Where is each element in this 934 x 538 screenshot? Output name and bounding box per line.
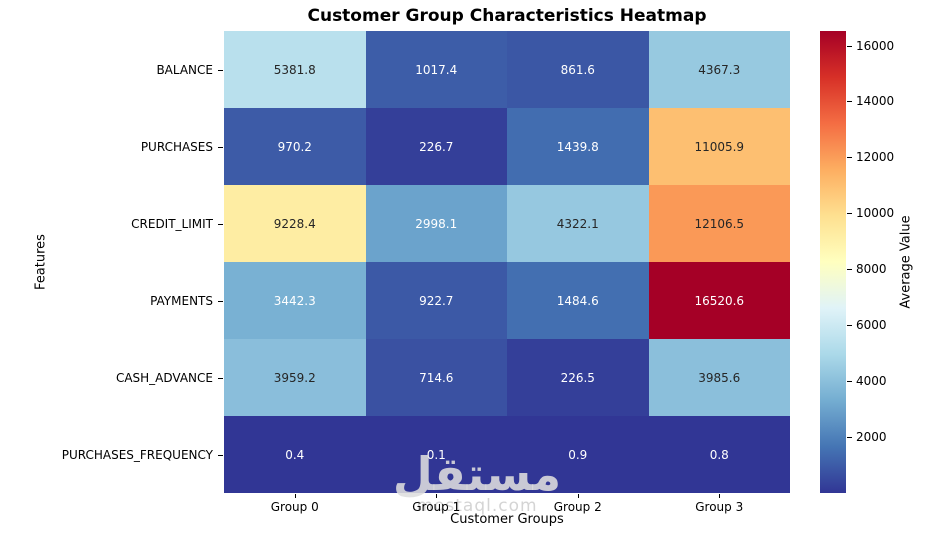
col-label: Group 2	[553, 500, 602, 514]
colorbar-tick-label: 6000	[856, 318, 887, 333]
colorbar-label: Average Value	[898, 215, 914, 309]
x-tick-mark	[294, 494, 296, 498]
y-axis-label: Features	[33, 234, 49, 290]
y-tick-mark	[218, 377, 223, 379]
y-tick-mark	[218, 454, 223, 456]
colorbar-tick-mark	[847, 381, 852, 383]
x-tick-mark	[719, 494, 721, 498]
row-label: CREDIT_LIMIT	[131, 216, 213, 231]
x-tick-mark	[577, 494, 579, 498]
colorbar-tick-mark	[847, 437, 852, 439]
heatmap-cell: 861.6	[507, 31, 649, 108]
heatmap-cell: 922.7	[365, 262, 507, 339]
heatmap-cell: 3442.3	[224, 262, 366, 339]
heatmap-cell: 714.6	[365, 339, 507, 416]
colorbar-tick-mark	[847, 325, 852, 327]
heatmap-cell: 9228.4	[224, 185, 366, 262]
heatmap-cell: 3959.2	[224, 339, 366, 416]
colorbar-tick-mark	[847, 157, 852, 159]
colorbar-tick-label: 10000	[856, 206, 895, 221]
row-label: PURCHASES	[140, 139, 213, 154]
colorbar-tick-label: 2000	[856, 430, 887, 445]
heatmap-cell: 5381.8	[224, 31, 366, 108]
heatmap-cell: 3985.6	[648, 339, 790, 416]
heatmap-cell: 12106.5	[648, 185, 790, 262]
colorbar-tick-mark	[847, 45, 852, 47]
heatmap-grid: 5381.8 1017.4 861.6 4367.3 970.2 226.7 1439.8 1…	[224, 31, 790, 493]
row-label: PURCHASES_FREQUENCY	[61, 447, 213, 462]
heatmap-cell: 1017.4	[365, 31, 507, 108]
colorbar-tick-mark	[847, 101, 852, 103]
colorbar-tick-label: 12000	[856, 150, 895, 165]
heatmap-cell: 1484.6	[507, 262, 649, 339]
col-label: Group 0	[270, 500, 319, 514]
colorbar-tick-mark	[847, 269, 852, 271]
heatmap-cell: 16520.6	[648, 262, 790, 339]
y-tick-mark	[218, 223, 223, 225]
row-label: PAYMENTS	[150, 293, 213, 308]
colorbar-tick-mark	[847, 213, 852, 215]
heatmap-cell: 0.9	[507, 416, 649, 493]
col-label: Group 1	[412, 500, 461, 514]
heatmap-cell: 226.5	[507, 339, 649, 416]
col-label: Group 3	[695, 500, 744, 514]
y-tick-mark	[218, 300, 223, 302]
heatmap-cell: 2998.1	[365, 185, 507, 262]
colorbar-tick-label: 16000	[856, 38, 895, 53]
colorbar-tick-label: 8000	[856, 262, 887, 277]
row-label: BALANCE	[156, 62, 213, 77]
x-axis-label: Customer Groups	[450, 512, 564, 527]
x-tick-mark	[436, 494, 438, 498]
heatmap-cell: 226.7	[365, 108, 507, 185]
heatmap-cell: 0.4	[224, 416, 366, 493]
heatmap-cell: 11005.9	[648, 108, 790, 185]
heatmap-cell: 1439.8	[507, 108, 649, 185]
colorbar-tick-label: 14000	[856, 94, 895, 109]
row-label: CASH_ADVANCE	[115, 370, 213, 385]
heatmap-cell: 4322.1	[507, 185, 649, 262]
colorbar-tick-label: 4000	[856, 374, 887, 389]
heatmap-cell: 4367.3	[648, 31, 790, 108]
heatmap-cell: 0.8	[648, 416, 790, 493]
chart-title: Customer Group Characteristics Heatmap	[307, 6, 707, 26]
heatmap-cell: 970.2	[224, 108, 366, 185]
colorbar-gradient	[820, 31, 846, 493]
heatmap-cell: 0.1	[365, 416, 507, 493]
y-tick-mark	[218, 69, 223, 71]
y-tick-mark	[218, 146, 223, 148]
